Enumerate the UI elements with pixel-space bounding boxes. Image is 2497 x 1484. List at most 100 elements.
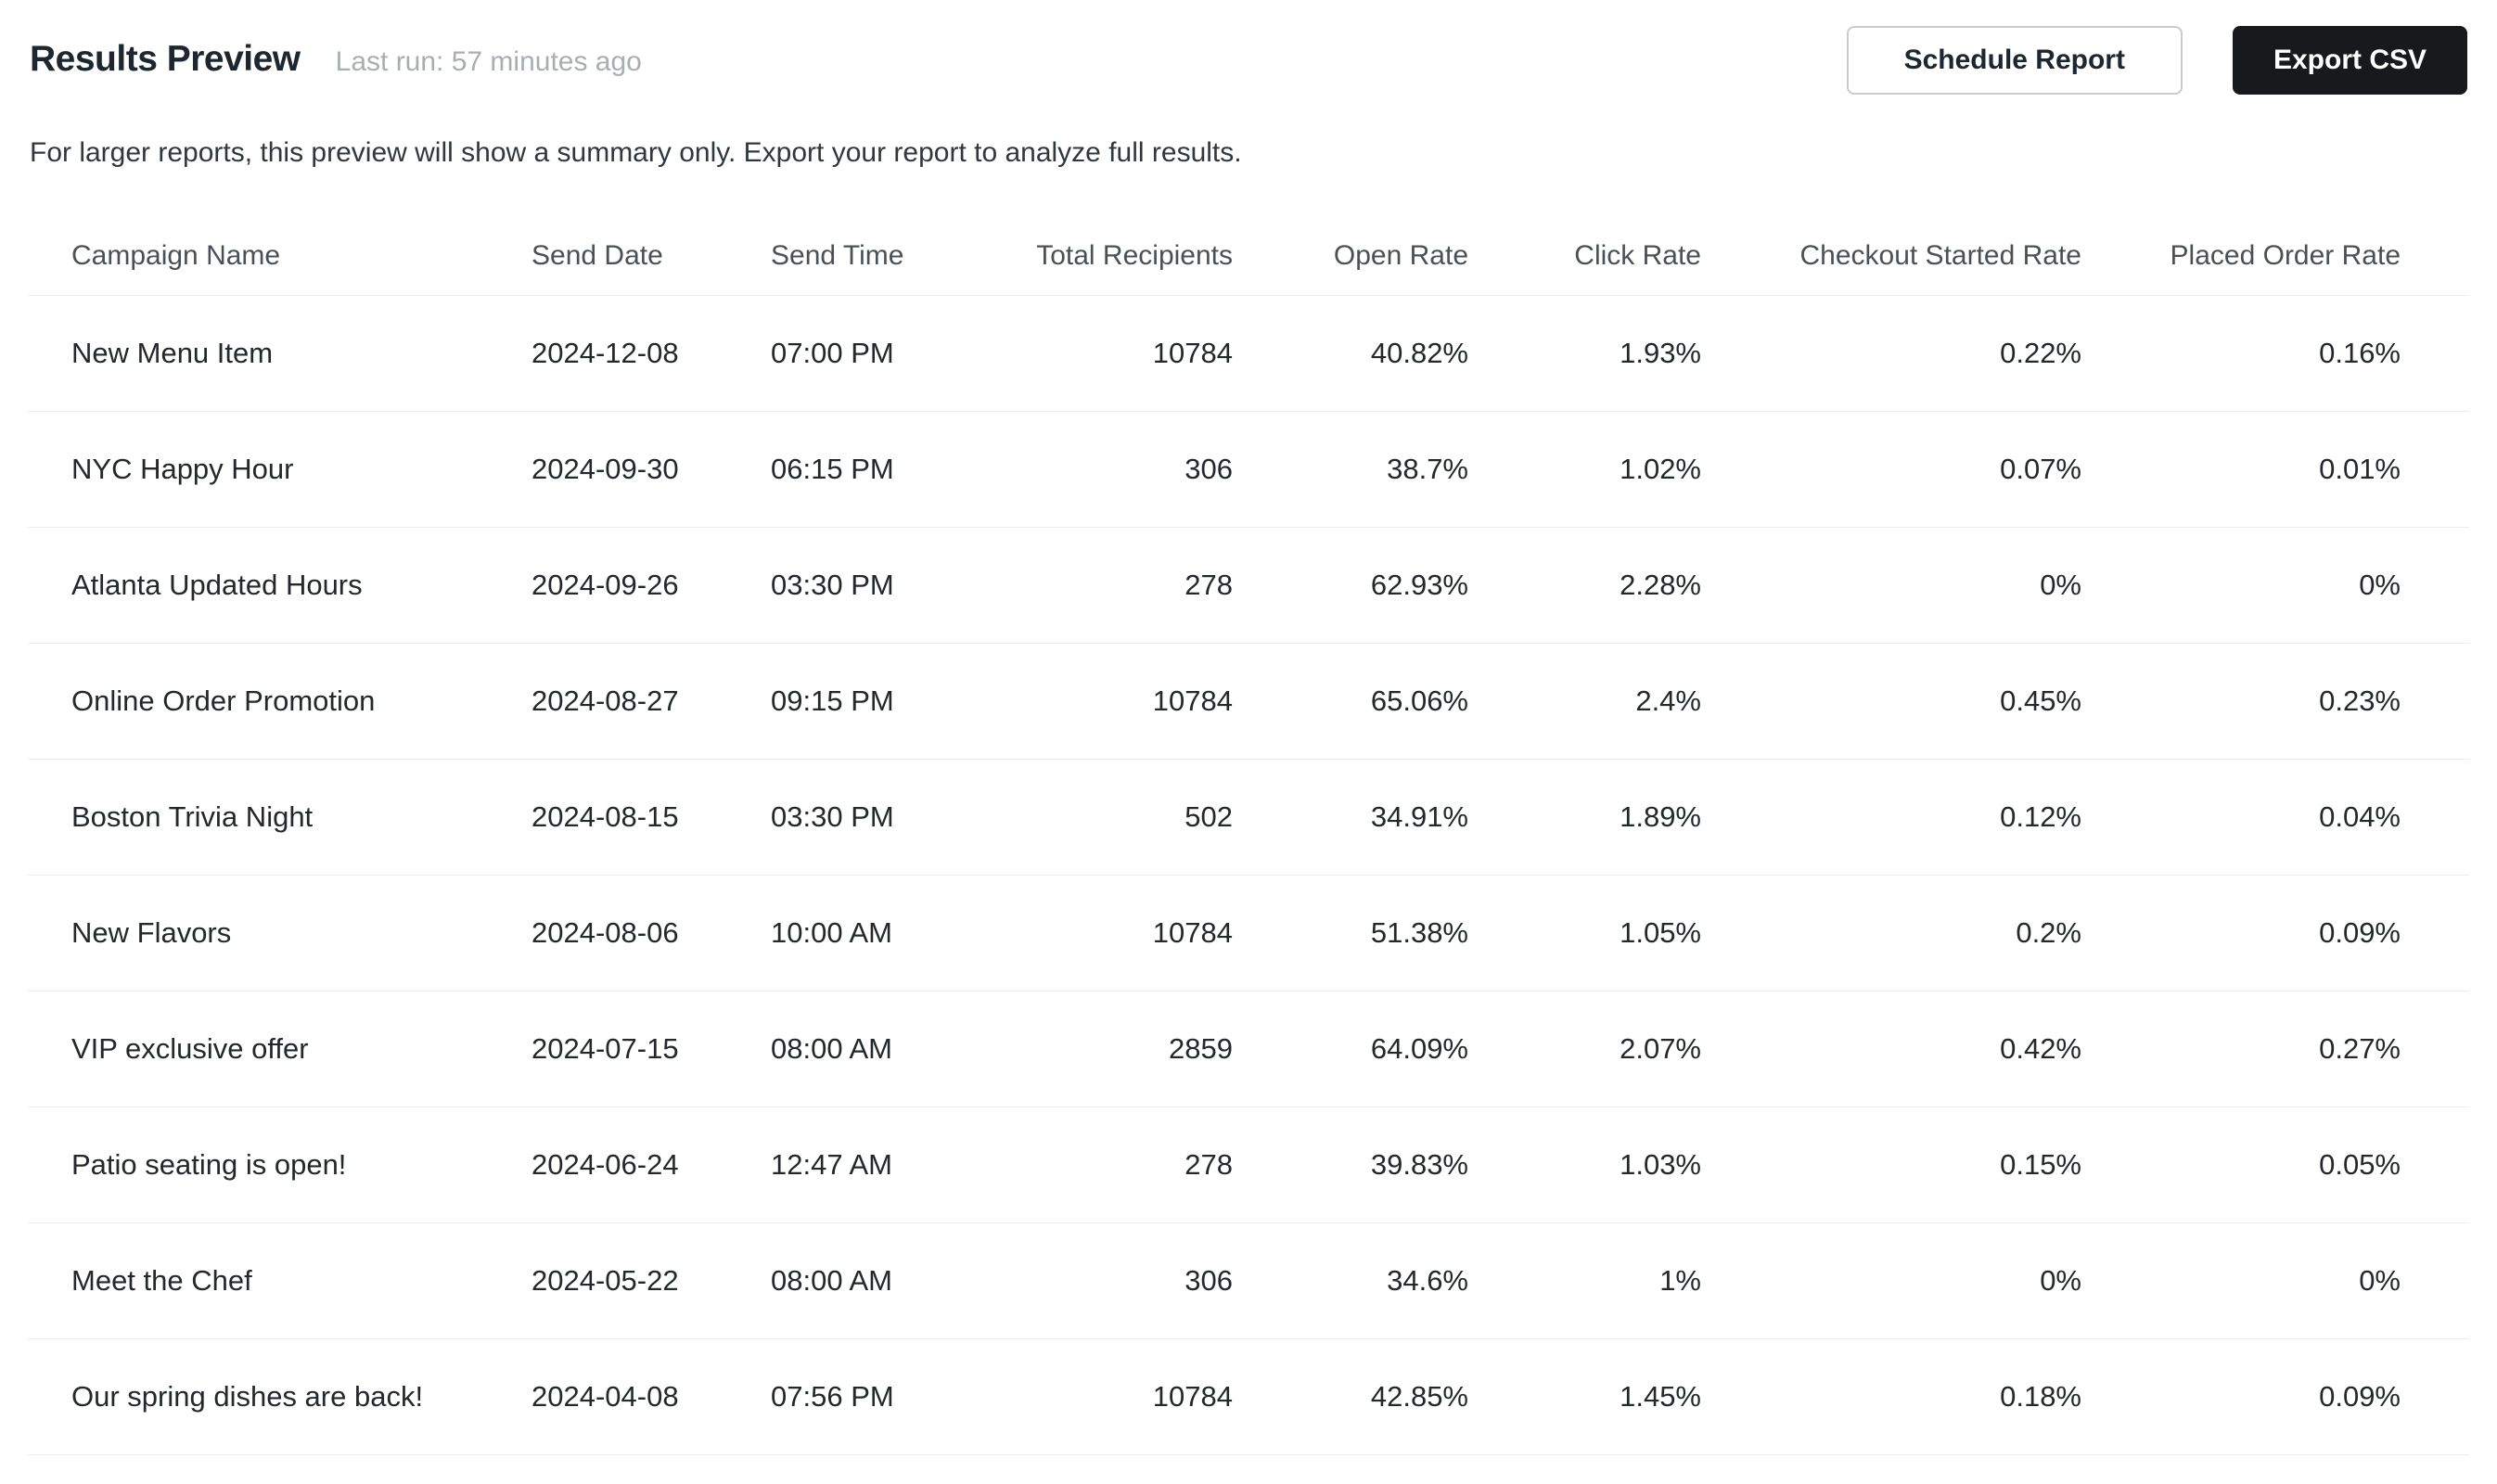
placed-order-rate-cell: 0.04% [2081, 759, 2469, 876]
table-header-row: Campaign Name Send Date Send Time Total Rec… [28, 217, 2469, 296]
page-title: Results Preview [30, 39, 301, 79]
checkout-started-rate-cell: 0.2% [1701, 875, 2081, 991]
click-rate-cell: 1.45% [1468, 1338, 1701, 1455]
click-rate-cell: 1.05% [1468, 875, 1701, 991]
open-rate-cell: 65.06% [1233, 643, 1468, 760]
placed-order-rate-cell: 0.27% [2081, 991, 2469, 1107]
total-recipients-cell: 502 [956, 759, 1233, 876]
send-time-cell: 07:56 PM [771, 1338, 956, 1455]
campaign-name-cell: NYC Happy Hour [28, 411, 531, 528]
total-recipients-cell: 306 [956, 1222, 1233, 1339]
column-header-send-time: Send Time [771, 217, 956, 296]
checkout-started-rate-cell: 0.12% [1701, 759, 2081, 876]
send-time-cell: 03:30 PM [771, 759, 956, 876]
click-rate-cell: 2.07% [1468, 991, 1701, 1107]
open-rate-cell: 62.93% [1233, 527, 1468, 644]
placed-order-rate-cell: 0.09% [2081, 1338, 2469, 1455]
table-row: Online Order Promotion 2024-08-27 09:15 PM… [28, 643, 2469, 760]
send-date-cell: 2024-08-06 [531, 875, 771, 991]
total-recipients-cell: 2859 [956, 991, 1233, 1107]
send-time-cell: 12:47 AM [771, 1107, 956, 1223]
campaign-name-cell: Our spring dishes are back! [28, 1338, 531, 1455]
click-rate-cell: 1.89% [1468, 759, 1701, 876]
send-time-cell: 09:15 PM [771, 643, 956, 760]
send-time-cell: 10:00 AM [771, 875, 956, 991]
placed-order-rate-cell: 0% [2081, 527, 2469, 644]
click-rate-cell: 2.28% [1468, 527, 1701, 644]
table-row: Patio seating is open! 2024-06-24 12:47 AM… [28, 1107, 2469, 1223]
total-recipients-cell: 306 [956, 411, 1233, 528]
last-run-text: Last run: 57 minutes ago [335, 46, 642, 77]
total-recipients-cell: 10784 [956, 875, 1233, 991]
campaign-name-cell: Online Order Promotion [28, 643, 531, 760]
total-recipients-cell: 10784 [956, 643, 1233, 760]
send-date-cell: 2024-07-15 [531, 991, 771, 1107]
column-header-open-rate: Open Rate [1233, 217, 1468, 296]
column-header-checkout-started-rate: Checkout Started Rate [1701, 217, 2081, 296]
send-date-cell: 2024-12-08 [531, 295, 771, 412]
send-date-cell: 2024-09-26 [531, 527, 771, 644]
placed-order-rate-cell: 0.05% [2081, 1107, 2469, 1223]
open-rate-cell: 39.83% [1233, 1107, 1468, 1223]
column-header-placed-order-rate: Placed Order Rate [2081, 217, 2469, 296]
table-row: New Menu Item 2024-12-08 07:00 PM 10784 40.8… [28, 295, 2469, 412]
checkout-started-rate-cell: 0.22% [1701, 295, 2081, 412]
campaign-name-cell: Meet the Chef [28, 1222, 531, 1339]
open-rate-cell: 38.7% [1233, 411, 1468, 528]
send-date-cell: 2024-05-22 [531, 1222, 771, 1339]
campaign-name-cell: New Menu Item [28, 295, 531, 412]
action-buttons: Schedule Report Export CSV [1846, 26, 2469, 95]
export-csv-button[interactable]: Export CSV [2232, 26, 2467, 95]
table-row: NYC Happy Hour 2024-09-30 06:15 PM 306 38.7%… [28, 411, 2469, 528]
open-rate-cell: 40.82% [1233, 295, 1468, 412]
table-row: Atlanta Updated Hours 2024-09-26 03:30 PM 2… [28, 527, 2469, 644]
campaign-name-cell: Atlanta Updated Hours [28, 527, 531, 644]
topbar: Results Preview Last run: 57 minutes ago… [28, 26, 2469, 95]
title-group: Results Preview Last run: 57 minutes ago [28, 26, 642, 80]
send-date-cell: 2024-04-08 [531, 1338, 771, 1455]
placed-order-rate-cell: 0.01% [2081, 411, 2469, 528]
table-body: New Menu Item 2024-12-08 07:00 PM 10784 40.8… [28, 295, 2469, 1455]
schedule-report-button[interactable]: Schedule Report [1846, 26, 2183, 95]
checkout-started-rate-cell: 0.07% [1701, 411, 2081, 528]
open-rate-cell: 34.91% [1233, 759, 1468, 876]
table-row: VIP exclusive offer 2024-07-15 08:00 AM 285… [28, 991, 2469, 1107]
total-recipients-cell: 278 [956, 1107, 1233, 1223]
send-date-cell: 2024-08-15 [531, 759, 771, 876]
placed-order-rate-cell: 0.16% [2081, 295, 2469, 412]
table-row: Meet the Chef 2024-05-22 08:00 AM 306 34.6% 1… [28, 1222, 2469, 1339]
campaign-name-cell: New Flavors [28, 875, 531, 991]
placed-order-rate-cell: 0.09% [2081, 875, 2469, 991]
send-time-cell: 06:15 PM [771, 411, 956, 528]
send-date-cell: 2024-08-27 [531, 643, 771, 760]
total-recipients-cell: 278 [956, 527, 1233, 644]
column-header-click-rate: Click Rate [1468, 217, 1701, 296]
table-row: Boston Trivia Night 2024-08-15 03:30 PM 502… [28, 759, 2469, 876]
table-row: Our spring dishes are back! 2024-04-08 07:… [28, 1338, 2469, 1455]
checkout-started-rate-cell: 0% [1701, 527, 2081, 644]
checkout-started-rate-cell: 0.45% [1701, 643, 2081, 760]
column-header-total-recipients: Total Recipients [956, 217, 1233, 296]
open-rate-cell: 51.38% [1233, 875, 1468, 991]
checkout-started-rate-cell: 0.15% [1701, 1107, 2081, 1223]
campaign-name-cell: VIP exclusive offer [28, 991, 531, 1107]
click-rate-cell: 1.03% [1468, 1107, 1701, 1223]
send-date-cell: 2024-09-30 [531, 411, 771, 528]
click-rate-cell: 1.02% [1468, 411, 1701, 528]
column-header-send-date: Send Date [531, 217, 771, 296]
send-time-cell: 07:00 PM [771, 295, 956, 412]
click-rate-cell: 2.4% [1468, 643, 1701, 760]
send-time-cell: 08:00 AM [771, 991, 956, 1107]
column-header-campaign-name: Campaign Name [28, 217, 531, 296]
open-rate-cell: 64.09% [1233, 991, 1468, 1107]
checkout-started-rate-cell: 0.42% [1701, 991, 2081, 1107]
open-rate-cell: 34.6% [1233, 1222, 1468, 1339]
campaign-name-cell: Patio seating is open! [28, 1107, 531, 1223]
open-rate-cell: 42.85% [1233, 1338, 1468, 1455]
total-recipients-cell: 10784 [956, 295, 1233, 412]
campaign-name-cell: Boston Trivia Night [28, 759, 531, 876]
results-table: Campaign Name Send Date Send Time Total Rec… [28, 217, 2469, 1455]
total-recipients-cell: 10784 [956, 1338, 1233, 1455]
placed-order-rate-cell: 0.23% [2081, 643, 2469, 760]
